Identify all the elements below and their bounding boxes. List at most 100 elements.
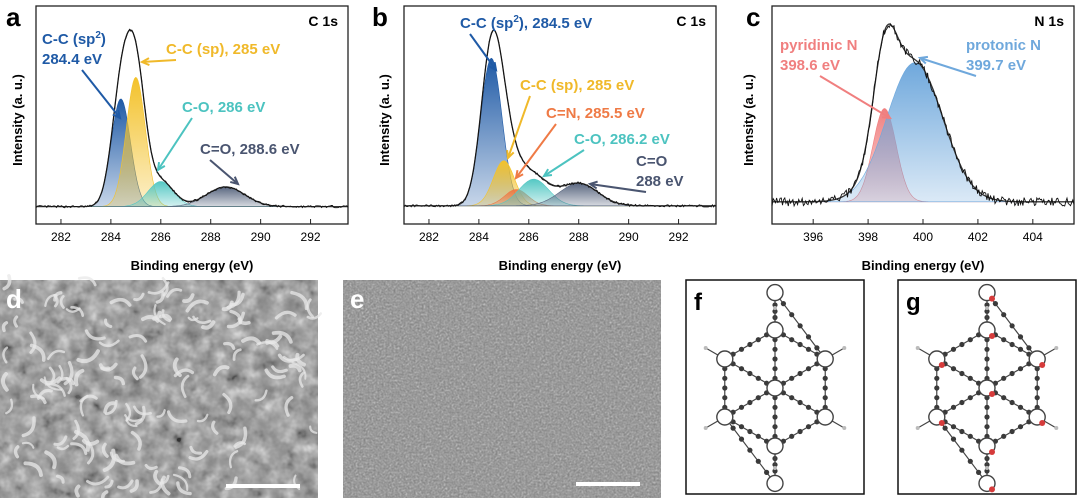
sem-fiber [131, 366, 139, 381]
annotation-text: protonic N [966, 37, 1041, 54]
carbon-atom [722, 375, 728, 381]
y-axis-label: Intensity (a. u.) [741, 74, 756, 166]
sem-fiber [226, 311, 245, 329]
carbon-atom [747, 370, 753, 377]
nitrogen-atom [989, 295, 995, 302]
carbon-atom [1001, 395, 1007, 401]
sem-fiber [173, 368, 195, 378]
sem-fiber [166, 410, 188, 423]
benzene-ring [766, 321, 784, 339]
experimental-spectrum [771, 22, 1075, 208]
sem-fiber [103, 401, 116, 414]
annotation-text: C-C (sp2) [42, 30, 106, 48]
nitrogen-atom [938, 362, 945, 368]
x-tick-label: 284 [101, 230, 121, 244]
sem-fiber [1, 371, 9, 392]
x-tick-label: 402 [968, 230, 988, 244]
sem-fiber [128, 334, 148, 343]
sem-fiber [166, 288, 183, 298]
annotation-arrowhead [587, 180, 598, 190]
sem-fiber [254, 389, 268, 402]
sem-image-d: d [0, 274, 323, 498]
carbon-atom [772, 366, 778, 372]
carbon-atom [959, 370, 965, 377]
x-tick-label: 288 [201, 230, 221, 244]
sem-fiber [187, 316, 199, 322]
sem-fiber [223, 341, 236, 350]
annotation-text: C-C (sp), 285 eV [520, 77, 634, 94]
carbon-atom [805, 404, 812, 410]
carbon-atom [822, 395, 828, 401]
annotation-arrowhead [506, 149, 515, 161]
carbon-atom [730, 425, 736, 431]
carbon-atom [722, 395, 728, 401]
x-tick-label: 288 [569, 230, 589, 244]
carbon-atom [1017, 366, 1024, 372]
x-axis-label: Binding energy (eV) [499, 258, 622, 273]
x-tick-label: 282 [419, 230, 439, 244]
sem-fiber [13, 315, 19, 328]
sem-features [1, 274, 323, 498]
peak-annotation: pyridinic N 398.6 eV [780, 37, 892, 120]
panel-label: e [350, 284, 364, 314]
sem-fiber [55, 474, 65, 484]
sem-fiber [133, 405, 152, 416]
carbon-atom [755, 458, 761, 464]
sem-fiber [138, 354, 148, 379]
carbon-atom [755, 337, 761, 343]
sem-fiber [98, 339, 120, 348]
fit-components [36, 77, 348, 207]
annotation-arrowhead [488, 61, 498, 72]
sem-fiber [277, 353, 298, 363]
sem-fiber [291, 361, 307, 380]
carbon-atom [950, 404, 957, 410]
annotation-arrowhead [917, 55, 929, 65]
carbon-atom [1001, 337, 1007, 343]
sem-fiber [144, 463, 158, 471]
carbon-atom [789, 312, 795, 318]
corner-label: C 1s [676, 13, 706, 29]
carbon-atom [797, 323, 803, 329]
sem-fiber [284, 396, 294, 417]
carbon-atom [789, 375, 795, 381]
x-tick-label: 290 [251, 230, 271, 244]
peak-annotation: C-C (sp2) 284.4 eV [42, 30, 122, 120]
annotation-arrowhead [230, 176, 240, 186]
sem-fiber [264, 368, 286, 380]
carbon-atom [755, 395, 761, 401]
annotation-text: C-O, 286.2 eV [574, 131, 670, 148]
sem-fiber [81, 438, 100, 446]
sem-fiber [74, 368, 85, 387]
sem-fiber [117, 479, 134, 490]
carbon-atom [805, 334, 812, 340]
carbon-atom [1034, 395, 1040, 401]
sem-fiber [47, 349, 66, 361]
carbon-atom [984, 404, 990, 410]
x-tick-label: 290 [619, 230, 639, 244]
sem-fiber [100, 490, 109, 498]
annotation-arrow [81, 69, 121, 119]
panel-label: g [906, 289, 921, 316]
sem-fiber [271, 330, 293, 344]
molecular-framework [915, 283, 1059, 493]
x-tick-label: 292 [669, 230, 689, 244]
hydrogen-atom [915, 346, 920, 350]
x-ticks: 396 398 400 402 404 [803, 219, 1043, 244]
plot-frame [35, 5, 349, 225]
carbon-atom [805, 346, 812, 352]
carbon-atom [984, 302, 990, 308]
carbon-atom [934, 395, 940, 401]
sem-texture [343, 280, 661, 498]
corner-label: C 1s [308, 13, 338, 29]
annotation-text: 398.6 eV [780, 57, 840, 74]
carbon-atom [738, 436, 745, 442]
nitrogen-atom [989, 449, 995, 455]
annotation-text: 288 eV [636, 173, 684, 190]
plot-frame [403, 5, 717, 225]
x-tick-label: 284 [469, 230, 489, 244]
carbon-atom [805, 366, 812, 372]
sem-fiber [104, 318, 113, 328]
annotation-text: C-C (sp), 285 eV [166, 41, 280, 58]
sem-fiber [130, 430, 142, 451]
scale-bar [576, 482, 640, 486]
